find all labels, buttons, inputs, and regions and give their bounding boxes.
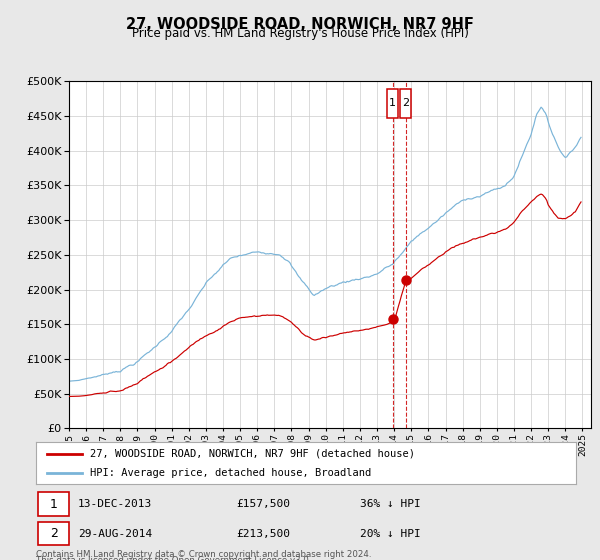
Text: 1: 1 (50, 498, 58, 511)
Text: 27, WOODSIDE ROAD, NORWICH, NR7 9HF: 27, WOODSIDE ROAD, NORWICH, NR7 9HF (126, 17, 474, 32)
Bar (38, 522, 70, 545)
Text: This data is licensed under the Open Government Licence v3.0.: This data is licensed under the Open Gov… (36, 556, 311, 560)
Bar (38, 492, 70, 516)
Text: 20% ↓ HPI: 20% ↓ HPI (360, 529, 421, 539)
Text: 2: 2 (402, 99, 409, 109)
Bar (387, 89, 398, 118)
Text: 29-AUG-2014: 29-AUG-2014 (78, 529, 152, 539)
Text: 1: 1 (389, 99, 396, 109)
Text: £213,500: £213,500 (236, 529, 290, 539)
Text: £157,500: £157,500 (236, 499, 290, 509)
Text: 36% ↓ HPI: 36% ↓ HPI (360, 499, 421, 509)
Text: 13-DEC-2013: 13-DEC-2013 (78, 499, 152, 509)
Text: Contains HM Land Registry data © Crown copyright and database right 2024.: Contains HM Land Registry data © Crown c… (36, 550, 371, 559)
Text: 27, WOODSIDE ROAD, NORWICH, NR7 9HF (detached house): 27, WOODSIDE ROAD, NORWICH, NR7 9HF (det… (90, 449, 415, 459)
Text: HPI: Average price, detached house, Broadland: HPI: Average price, detached house, Broa… (90, 468, 371, 478)
Text: 2: 2 (50, 527, 58, 540)
Bar (400, 89, 412, 118)
Text: Price paid vs. HM Land Registry's House Price Index (HPI): Price paid vs. HM Land Registry's House … (131, 27, 469, 40)
